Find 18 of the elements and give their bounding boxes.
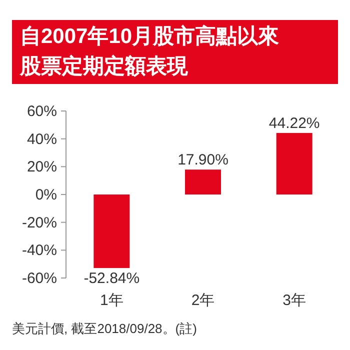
y-tick-label: 40% [26, 130, 57, 148]
y-tick-label: 60% [26, 103, 57, 120]
data-label: 44.22% [268, 114, 320, 132]
x-tick-label: 1年 [100, 292, 124, 309]
text: 美元計價, 截至2018/09/28。(註) [12, 321, 197, 336]
bar [185, 170, 221, 194]
bar [276, 132, 312, 194]
x-tick-label: 3年 [282, 292, 306, 309]
bar [94, 194, 130, 268]
y-tick-label: -60% [22, 270, 57, 287]
y-tick-label: -20% [22, 214, 57, 232]
y-tick-label: 0% [35, 186, 57, 204]
y-tick-label: -40% [22, 242, 57, 260]
data-label: -52.84% [84, 270, 140, 288]
x-tick-label: 2年 [191, 292, 215, 309]
y-tick-label: 20% [26, 158, 57, 176]
data-label: 17.90% [178, 152, 228, 169]
chart-title: 自2007年10月股市高點以來股票定期定額表現 [20, 24, 280, 80]
